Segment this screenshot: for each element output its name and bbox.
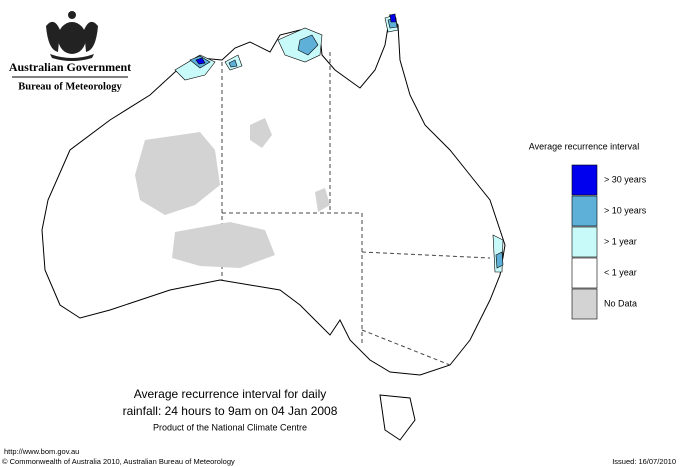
caption-line: rainfall: 24 hours to 9am on 04 Jan 2008 (123, 404, 338, 418)
caption-credit: Product of the National Climate Centre (153, 422, 307, 432)
legend-label: > 10 years (604, 205, 647, 215)
rainfall-area (195, 57, 206, 65)
caption-line: Average recurrence interval for daily (134, 387, 327, 401)
header-subtitle: Bureau of Meteorology (18, 81, 122, 92)
state-borders (221, 52, 491, 366)
rainfall-area (315, 188, 330, 212)
legend-label: No Data (604, 298, 637, 308)
rainfall-area (389, 13, 397, 23)
rainfall-area (495, 251, 504, 269)
crest (46, 11, 98, 61)
rainfall-areas (135, 13, 504, 273)
rainfall-area (228, 59, 238, 68)
legend-swatch (571, 288, 598, 320)
legend-swatch (571, 257, 598, 289)
rainfall-area (172, 222, 275, 268)
tasmania (379, 394, 416, 441)
rainfall-area (135, 132, 220, 215)
legend-title: Average recurrence interval (529, 141, 639, 151)
legend: > 30 years > 10 years > 1 year < 1 year No D… (571, 164, 647, 320)
header-title: Australian Government (9, 60, 131, 74)
footer-copyright: © Commonwealth of Australia 2010, Austra… (2, 457, 235, 466)
legend-swatch (571, 164, 598, 196)
rainfall-area (250, 118, 272, 148)
legend-label: > 30 years (604, 174, 647, 184)
footer-issued: Issued: 16/07/2010 (612, 457, 676, 466)
legend-swatch (571, 226, 598, 258)
rainfall-area (297, 34, 319, 56)
legend-swatch (571, 195, 598, 227)
legend-label: > 1 year (604, 236, 637, 246)
footer-url[interactable]: http://www.bom.gov.au (4, 447, 79, 456)
legend-label: < 1 year (604, 267, 637, 277)
